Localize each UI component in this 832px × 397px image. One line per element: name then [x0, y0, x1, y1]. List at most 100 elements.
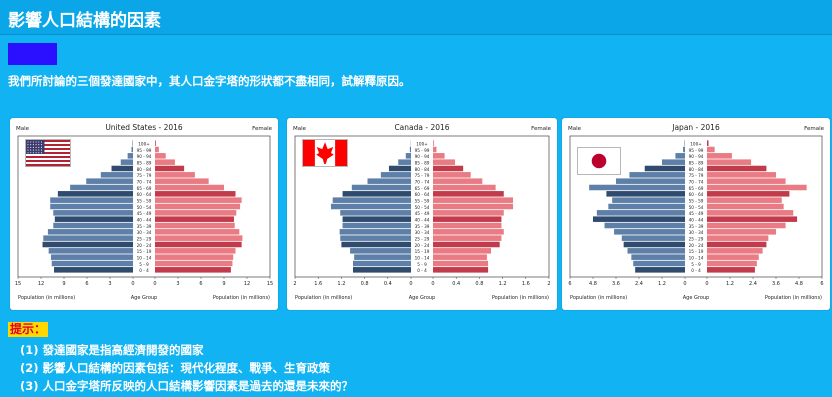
x-tick-label: 4.8: [795, 281, 803, 287]
female-bar: [707, 153, 732, 159]
age-group-label: 85 - 89: [415, 160, 430, 165]
male-bar: [86, 178, 133, 184]
male-bar: [614, 229, 685, 235]
flag-stripe: [26, 146, 70, 149]
female-bar: [433, 159, 456, 165]
age-group-label: 75 - 79: [137, 173, 152, 178]
female-bar: [707, 197, 782, 203]
x-axis-label-left: Population (in millions): [18, 295, 75, 301]
age-group-label: 65 - 69: [689, 186, 704, 191]
hint-item: (2) 影響人口結構的因素包括：現代化程度、戰爭、生育政策: [20, 361, 331, 375]
male-bar: [339, 229, 411, 235]
male-bar: [54, 216, 133, 222]
hint-label: 提示：: [8, 322, 49, 337]
female-bar: [707, 229, 776, 235]
flag-star: [38, 149, 40, 151]
female-bar: [707, 146, 715, 153]
female-bar: [707, 210, 794, 216]
age-group-label: 95 - 99: [689, 148, 704, 153]
male-bar: [354, 254, 411, 260]
male-label: Male: [16, 126, 30, 132]
x-tick-label: 2: [547, 281, 550, 287]
x-axis-label-left: Population (in millions): [570, 295, 627, 301]
male-bar: [380, 172, 411, 178]
male-bar: [340, 210, 411, 216]
age-group-label: 25 - 29: [137, 236, 152, 241]
male-bar: [606, 191, 685, 197]
flag-star: [32, 141, 34, 143]
male-bar: [340, 235, 411, 241]
male-bar: [631, 254, 685, 260]
female-label: Female: [531, 126, 552, 132]
x-tick-label: 1.2: [658, 281, 666, 287]
age-group-label: 15 - 19: [415, 249, 430, 254]
x-tick-label: 0: [705, 281, 708, 287]
female-bar: [433, 254, 487, 260]
population-pyramid-canada: Male Female Canada - 2016 0 - 45 - 9 10 - 14…: [293, 123, 552, 301]
male-bar: [342, 216, 411, 222]
male-bar: [57, 191, 133, 197]
flag-star: [40, 141, 43, 143]
male-bar: [351, 184, 411, 191]
age-group-label: 80 - 84: [137, 167, 152, 172]
male-bar: [608, 203, 685, 210]
age-group-label: 90 - 94: [689, 154, 704, 159]
female-bar: [707, 222, 786, 229]
flag-star: [40, 152, 43, 154]
flag-stripe: [26, 164, 70, 167]
x-tick-label: 9: [62, 281, 65, 287]
female-bar: [433, 248, 491, 254]
female-bar: [155, 229, 240, 235]
female-label: Female: [252, 126, 273, 132]
female-bar: [707, 165, 767, 172]
male-bar: [70, 184, 133, 191]
age-group-label: 40 - 44: [415, 217, 430, 222]
age-group-label: 75 - 79: [415, 173, 430, 178]
male-bar: [589, 184, 685, 191]
female-bar: [155, 203, 241, 210]
x-tick-label: 6: [85, 281, 88, 287]
female-bar: [433, 267, 489, 273]
x-tick-label: 6: [820, 281, 823, 287]
x-axis-label-center: Age Group: [131, 295, 157, 301]
x-tick-label: 0: [153, 281, 156, 287]
age-group-label: 35 - 39: [137, 224, 152, 229]
male-bar: [398, 159, 411, 165]
female-bar: [433, 184, 496, 191]
male-bar: [48, 248, 133, 254]
age-group-label: 55 - 59: [689, 198, 704, 203]
age-group-label: 0 - 4: [691, 268, 701, 273]
female-bar: [433, 260, 489, 267]
female-bar: [155, 178, 209, 184]
male-bar: [53, 222, 134, 229]
male-bar: [100, 172, 133, 178]
flag-sun: [591, 153, 607, 169]
x-tick-label: 1.2: [337, 281, 345, 287]
flag-star: [38, 141, 40, 143]
flag-star: [40, 144, 43, 146]
female-bar: [707, 203, 784, 210]
flag-star: [30, 141, 32, 143]
hint-item: (1) 發達國家是指高經濟開發的國家: [20, 343, 204, 357]
flag-stripe: [26, 140, 70, 143]
female-bar: [707, 254, 759, 260]
female-bar: [433, 229, 504, 235]
x-axis-label-right: Population (in millions): [213, 295, 270, 301]
age-group-label: 30 - 34: [689, 230, 704, 235]
female-bar: [155, 184, 224, 191]
age-group-label: 25 - 29: [415, 236, 430, 241]
female-bar: [433, 191, 504, 197]
female-bar: [707, 159, 752, 165]
age-group-label: 5 - 9: [691, 262, 701, 267]
male-bar: [388, 165, 411, 172]
hint-item: (3) 人口金字塔所反映的人口結構影響因素是過去的還是未來的？: [20, 379, 354, 393]
flag-star: [30, 149, 32, 151]
female-bar: [155, 216, 234, 222]
male-bar: [127, 153, 133, 159]
flag-star: [30, 144, 32, 146]
male-bar: [635, 267, 685, 273]
female-bar: [433, 203, 514, 210]
female-bar: [155, 267, 231, 273]
plot-frame: [17, 135, 271, 278]
